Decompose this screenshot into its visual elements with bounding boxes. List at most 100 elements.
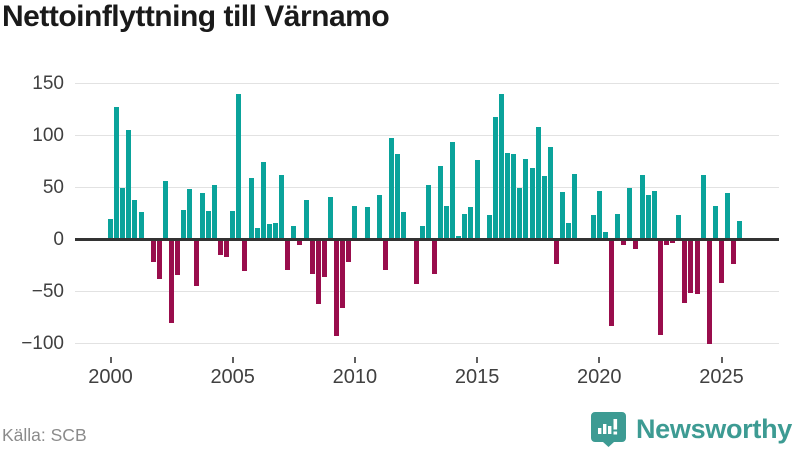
y-axis-label-150: 150 [32,72,64,94]
bar-2005-q3 [242,241,248,272]
bar-2011-q2 [382,241,388,271]
bar-2008-q1 [303,199,309,240]
source-label: Källa: SCB [2,425,87,445]
bar-2008-q4 [321,241,327,278]
zero-axis-line [75,238,779,241]
bar-2022-q1 [645,194,651,240]
bar-2005-q1 [230,211,236,240]
bar-2017-q3 [535,127,541,240]
bar-2003-q1 [181,210,187,240]
bar-2017-q2 [529,167,535,240]
x-axis-tick-2005 [231,357,234,363]
bar-2020-q3 [609,241,615,327]
newsworthy-wordmark: Newsworthy [635,413,792,444]
bar-2021-q1 [621,241,627,246]
bar-2020-q4 [615,213,621,240]
bar-2002-q4 [175,241,181,276]
bar-2009-q2 [334,241,340,336]
bar-2006-q4 [272,222,278,240]
y-axis-label-100: 100 [32,124,64,146]
bar-2007-q1 [279,175,285,240]
bar-2024-q1 [694,241,700,295]
bar-2016-q4 [517,187,523,240]
bar-2005-q4 [248,178,254,240]
bar-2012-q4 [419,225,425,240]
x-axis-tick-2000 [109,357,112,363]
bar-2004-q4 [224,241,230,257]
bar-2014-q4 [468,207,474,240]
bar-2011-q3 [389,137,395,240]
bar-2003-q2 [187,188,193,240]
bar-2018-q1 [547,146,553,240]
bar-2016-q3 [511,154,517,240]
bar-2020-q1 [596,190,602,240]
bar-2009-q3 [340,241,346,308]
bar-2017-q1 [523,159,529,240]
bar-2009-q4 [346,241,352,262]
gridline-y--100 [75,342,779,345]
bar-2016-q2 [505,153,511,240]
bar-2023-q4 [688,241,694,293]
bar-2018-q4 [566,222,572,240]
x-axis-tick-2010 [353,357,356,363]
bar-2001-q4 [150,241,156,262]
x-axis-label-2015: 2015 [454,366,500,388]
x-axis-tick-2015 [476,357,479,363]
bar-2023-q2 [676,214,682,240]
bar-2002-q2 [162,181,168,240]
bar-2002-q1 [156,241,162,280]
bar-2011-q4 [395,154,401,240]
bar-2005-q2 [236,93,242,240]
bar-2014-q1 [450,141,456,240]
bar-2021-q4 [639,175,645,240]
bar-2001-q1 [132,199,138,240]
bar-2000-q3 [120,187,126,240]
bar-2019-q1 [572,173,578,240]
bar-2007-q3 [291,225,297,240]
bar-2021-q2 [627,187,633,240]
bar-2022-q4 [664,241,669,246]
x-axis-label-2000: 2000 [88,366,133,388]
bar-2013-q3 [437,165,443,240]
bar-2019-q4 [590,214,596,240]
bar-2024-q2 [700,175,706,240]
gridline-y-150 [75,82,779,85]
bar-2000-q4 [126,130,132,240]
bar-2006-q1 [254,228,260,240]
bar-2022-q2 [651,190,657,240]
bar-2006-q2 [260,161,266,240]
bar-2008-q3 [315,241,321,305]
y-axis-label-0: 0 [53,228,64,250]
bar-2022-q3 [657,241,663,335]
bar-2014-q2 [456,236,462,240]
bar-2004-q2 [211,185,217,240]
bar-2012-q1 [401,212,407,240]
bar-2015-q1 [474,160,480,240]
bar-2011-q1 [376,194,382,240]
bar-2001-q2 [138,212,144,240]
x-axis-label-2020: 2020 [577,366,622,388]
bar-2025-q3 [731,241,737,264]
bar-2013-q1 [425,185,431,240]
y-axis-label--100: −100 [21,332,64,354]
bar-2021-q3 [633,241,639,250]
bar-2018-q2 [554,241,560,264]
x-axis-label-2025: 2025 [699,366,744,388]
x-axis-tick-2020 [598,357,601,363]
newsworthy-logo-icon [590,411,627,447]
chart-title: Nettoinflyttning till Värnamo [2,0,390,33]
gridline-y-100 [75,134,779,137]
bar-2016-q1 [499,93,505,240]
bar-2000-q1 [108,218,113,240]
bar-2000-q2 [114,107,120,240]
bar-2018-q3 [560,191,566,240]
bar-2010-q3 [364,207,370,240]
newsworthy-logo[interactable]: Newsworthy [590,410,792,448]
bar-2006-q3 [266,223,272,240]
bar-2013-q2 [431,241,437,275]
bar-2025-q4 [737,220,743,240]
plot-area: 150 100 50 0 −50 −100 2000 2005 2010 2015 2020 2025 [21,72,779,388]
bar-2004-q3 [217,241,223,255]
gridline-y--50 [75,290,779,293]
